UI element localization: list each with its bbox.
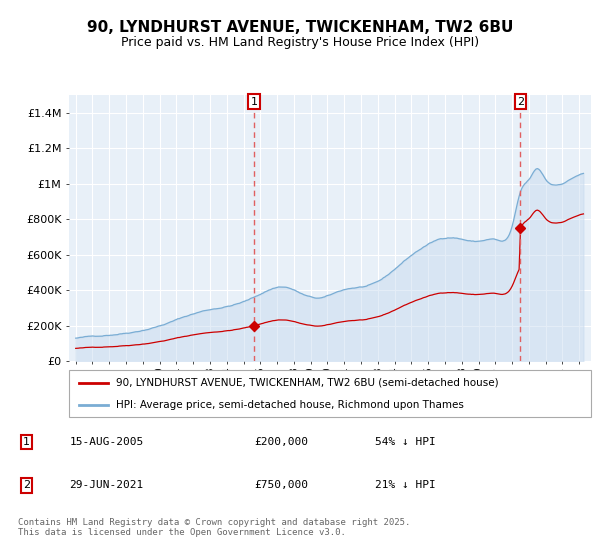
Text: £200,000: £200,000 <box>254 437 308 447</box>
Text: 90, LYNDHURST AVENUE, TWICKENHAM, TW2 6BU (semi-detached house): 90, LYNDHURST AVENUE, TWICKENHAM, TW2 6B… <box>116 378 499 388</box>
Text: HPI: Average price, semi-detached house, Richmond upon Thames: HPI: Average price, semi-detached house,… <box>116 400 464 410</box>
Text: 21% ↓ HPI: 21% ↓ HPI <box>375 480 436 491</box>
Text: 1: 1 <box>250 96 257 106</box>
FancyBboxPatch shape <box>69 370 591 417</box>
Text: 29-JUN-2021: 29-JUN-2021 <box>70 480 144 491</box>
Text: 2: 2 <box>517 96 524 106</box>
Text: 90, LYNDHURST AVENUE, TWICKENHAM, TW2 6BU: 90, LYNDHURST AVENUE, TWICKENHAM, TW2 6B… <box>87 20 513 35</box>
Text: Contains HM Land Registry data © Crown copyright and database right 2025.
This d: Contains HM Land Registry data © Crown c… <box>18 518 410 538</box>
Text: 2: 2 <box>23 480 30 491</box>
Text: 15-AUG-2005: 15-AUG-2005 <box>70 437 144 447</box>
Text: Price paid vs. HM Land Registry's House Price Index (HPI): Price paid vs. HM Land Registry's House … <box>121 36 479 49</box>
Text: £750,000: £750,000 <box>254 480 308 491</box>
Text: 54% ↓ HPI: 54% ↓ HPI <box>375 437 436 447</box>
Text: 1: 1 <box>23 437 30 447</box>
